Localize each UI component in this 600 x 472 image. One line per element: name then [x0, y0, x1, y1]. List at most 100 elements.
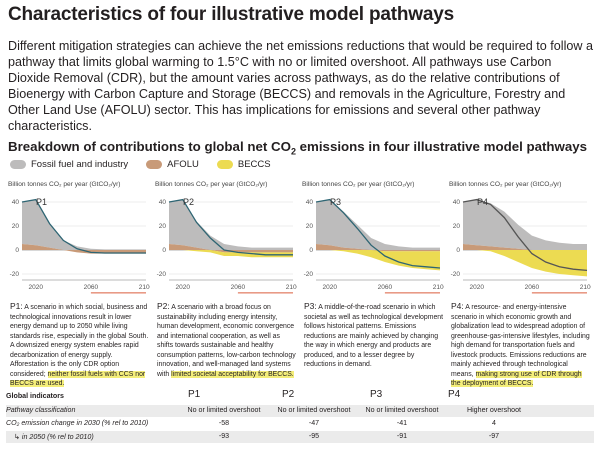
- y-tick-label: 40: [12, 199, 20, 206]
- period-highlight-bar: [237, 292, 293, 294]
- chart-legend: Fossil fuel and industry AFOLU BECCS: [10, 159, 289, 170]
- pathway-description-p1: P1: A scenario in which social, business…: [10, 301, 150, 389]
- panel-label-p3: P3: [330, 197, 341, 207]
- table-cell: -58: [218, 419, 230, 427]
- figure-title: Breakdown of contributions to global net…: [8, 139, 587, 157]
- y-tick-label: 40: [453, 199, 461, 206]
- page-title: Characteristics of four illustrative mod…: [8, 4, 454, 25]
- description-lead: P1:: [10, 301, 23, 311]
- net-emissions-line: [168, 198, 293, 256]
- x-tick-label: 2100: [580, 284, 591, 291]
- table-row: CO₂ emission change in 2030 (% rel to 20…: [6, 418, 594, 430]
- panel-unit-label: Billion tonnes CO₂ per year (GtCO₂/yr): [449, 181, 562, 188]
- legend-label-fossil: Fossil fuel and industry: [31, 159, 129, 170]
- chart-panel-p2: Billion tonnes CO₂ per year (GtCO₂/yr) 4…: [155, 181, 297, 299]
- table-cell: -97: [488, 432, 500, 440]
- net-emissions-line: [21, 198, 146, 254]
- table-cell: No or limited overshoot: [277, 406, 351, 414]
- figure-title-main: Breakdown of contributions to global net…: [8, 139, 291, 154]
- panel-label-p2: P2: [183, 197, 194, 207]
- description-lead: P3:: [304, 301, 317, 311]
- x-tick-label: 2060: [378, 284, 393, 291]
- y-tick-label: 0: [309, 247, 313, 254]
- x-tick-label: 2020: [29, 284, 44, 291]
- afolu-area-positive: [22, 244, 146, 250]
- description-lead: P4:: [451, 301, 464, 311]
- y-tick-label: 0: [456, 247, 460, 254]
- net-emissions-line: [315, 198, 441, 269]
- afolu-area-positive: [316, 244, 440, 250]
- legend-item-fossil: Fossil fuel and industry: [10, 159, 128, 170]
- legend-label-afolu: AFOLU: [167, 159, 199, 170]
- figure-title-rest: emissions in four illustrative model pat…: [295, 139, 588, 154]
- fossil-area: [463, 199, 587, 250]
- chart-panel-p4: Billion tonnes CO₂ per year (GtCO₂/yr) 4…: [449, 181, 591, 299]
- afolu-area-positive: [463, 244, 587, 250]
- period-highlight-bar: [531, 292, 587, 294]
- x-tick-label: 2060: [231, 284, 246, 291]
- chart-panel-p1: Billion tonnes CO₂ per year (GtCO₂/yr) 4…: [8, 181, 150, 299]
- x-tick-label: 2100: [286, 284, 297, 291]
- figure-title-subscript: 2: [290, 146, 296, 157]
- table-cell: -41: [396, 419, 408, 427]
- table-cell: No or limited overshoot: [187, 406, 261, 414]
- table-col-p3: P3: [370, 389, 383, 400]
- y-tick-label: 40: [159, 199, 167, 206]
- table-cell: Higher overshoot: [466, 406, 522, 414]
- panel-unit-label: Billion tonnes CO₂ per year (GtCO₂/yr): [155, 181, 268, 188]
- legend-label-beccs: BECCS: [237, 159, 271, 170]
- y-tick-label: 20: [306, 223, 314, 230]
- row-label: CO₂ emission change in 2030 (% rel to 20…: [6, 419, 149, 427]
- chart-svg-p2: 40 20 0 -20 2020 2060 2100 P2: [157, 197, 297, 294]
- y-tick-label: 0: [15, 247, 19, 254]
- y-tick-label: 20: [12, 223, 20, 230]
- description-text: A resource- and energy-intensive scenari…: [451, 304, 590, 378]
- table-header-row: Global indicators P1 P2 P3 P4: [6, 389, 594, 403]
- table-cell: -93: [218, 432, 230, 440]
- y-tick-label: 20: [159, 223, 167, 230]
- legend-item-afolu: AFOLU: [146, 159, 199, 170]
- afolu-area-positive: [169, 244, 293, 250]
- y-tick-label: -20: [451, 271, 461, 278]
- table-heading: Global indicators: [6, 392, 64, 400]
- pathway-description-p2: P2: A scenario with a broad focus on sus…: [157, 301, 297, 379]
- panel-label-p1: P1: [36, 197, 47, 207]
- intro-paragraph: Different mitigation strategies can achi…: [8, 39, 594, 133]
- fossil-area: [22, 199, 146, 250]
- table-row: Pathway classification No or limited ove…: [6, 405, 594, 417]
- table-cell: -95: [308, 432, 320, 440]
- table-cell: -91: [396, 432, 408, 440]
- x-tick-label: 2060: [525, 284, 540, 291]
- period-highlight-bar: [384, 292, 440, 294]
- table-cell: -47: [308, 419, 320, 427]
- row-label: ↳ in 2050 (% rel to 2010): [14, 433, 94, 441]
- table-col-p1: P1: [188, 389, 201, 400]
- chart-panel-p3: Billion tonnes CO₂ per year (GtCO₂/yr) 4…: [302, 181, 444, 299]
- chart-svg-p4: 40 20 0 -20 2020 2060 2100 P4: [451, 197, 591, 294]
- description-text: A middle-of-the-road scenario in which s…: [304, 304, 444, 368]
- period-highlight-bar: [90, 292, 146, 294]
- legend-swatch-afolu: [146, 160, 163, 169]
- panel-label-p4: P4: [477, 197, 488, 207]
- table-cell: 4: [492, 419, 496, 427]
- beccs-area: [316, 250, 440, 271]
- table-cell: No or limited overshoot: [365, 406, 439, 414]
- legend-item-beccs: BECCS: [216, 159, 271, 170]
- table-col-p2: P2: [282, 389, 295, 400]
- beccs-area: [463, 250, 587, 277]
- pathway-description-p3: P3: A middle-of-the-road scenario in whi…: [304, 301, 444, 370]
- fossil-area: [316, 199, 440, 250]
- description-highlight: limited societal acceptability for BECCS…: [171, 370, 294, 378]
- legend-swatch-fossil: [10, 160, 26, 169]
- panel-unit-label: Billion tonnes CO₂ per year (GtCO₂/yr): [8, 181, 121, 188]
- x-tick-label: 2020: [470, 284, 485, 291]
- row-label: Pathway classification: [6, 406, 76, 414]
- y-tick-label: 0: [162, 247, 166, 254]
- beccs-area: [169, 250, 293, 258]
- x-tick-label: 2060: [84, 284, 99, 291]
- net-emissions-line: [462, 198, 588, 272]
- description-text: A scenario with a broad focus on sustain…: [157, 304, 296, 378]
- table-row: ↳ in 2050 (% rel to 2010) -93 -95 -91 -9…: [6, 431, 594, 443]
- x-tick-label: 2100: [139, 284, 150, 291]
- legend-swatch-beccs: [216, 160, 233, 169]
